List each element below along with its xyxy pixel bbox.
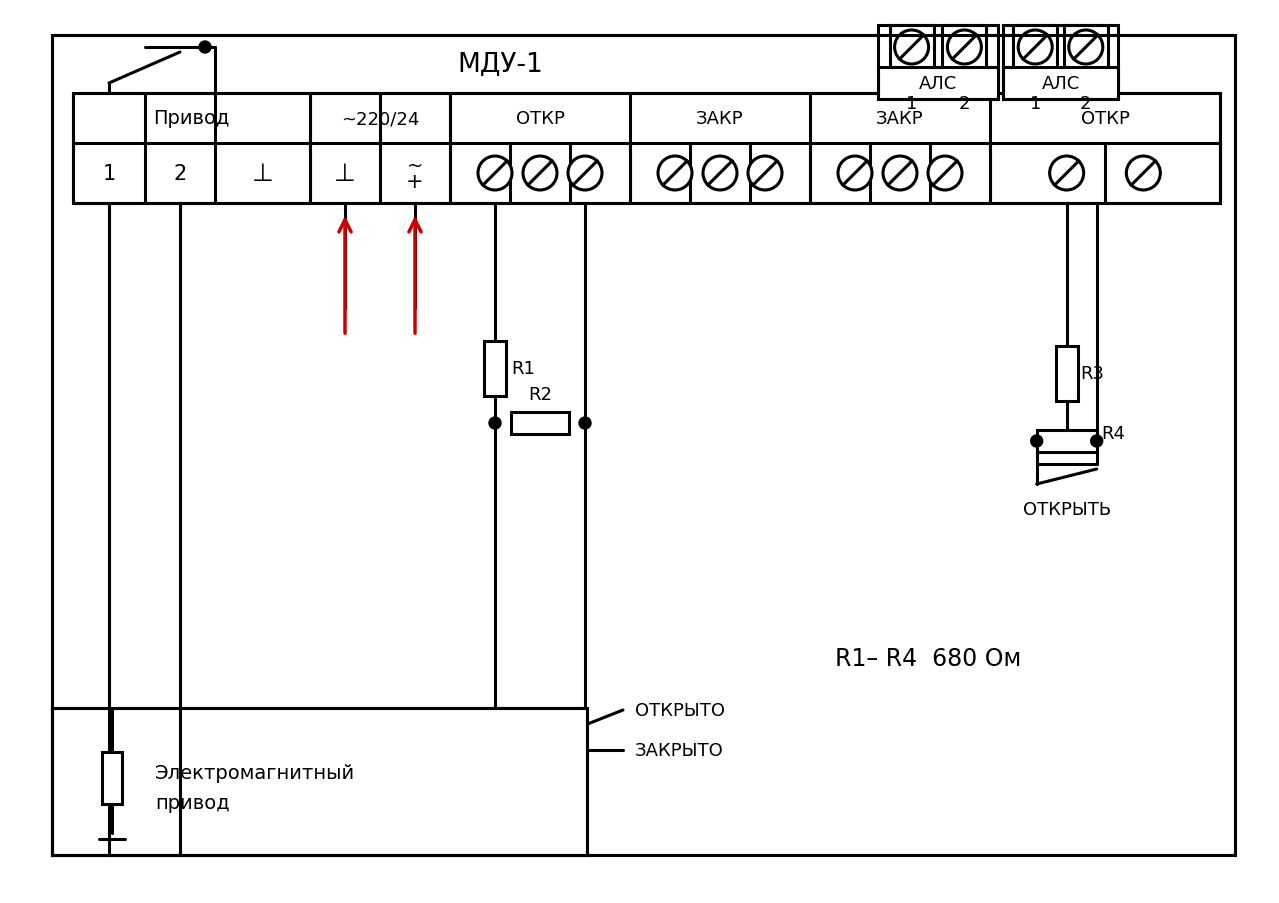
Text: ~220/24: ~220/24 — [340, 110, 420, 128]
Text: 2: 2 — [959, 95, 971, 113]
Circle shape — [523, 157, 556, 191]
Bar — [877, 68, 998, 100]
Text: ЗАКР: ЗАКР — [876, 110, 923, 128]
Text: АЛС: АЛС — [918, 75, 957, 93]
Text: ОТКРЫТО: ОТКРЫТО — [634, 702, 725, 719]
Text: 1: 1 — [1030, 95, 1041, 113]
Text: АЛС: АЛС — [1041, 75, 1079, 93]
Circle shape — [838, 157, 872, 191]
Bar — [1013, 26, 1058, 70]
Text: ЗАКР: ЗАКР — [696, 110, 744, 128]
Text: R4: R4 — [1101, 424, 1126, 442]
Bar — [890, 26, 934, 70]
Bar — [102, 752, 122, 804]
Bar — [483, 341, 506, 396]
Circle shape — [478, 157, 512, 191]
Circle shape — [568, 157, 602, 191]
Text: ⊥: ⊥ — [334, 162, 356, 186]
Text: ОТКР: ОТКР — [1081, 110, 1129, 128]
Circle shape — [894, 31, 929, 65]
Circle shape — [200, 42, 211, 54]
Text: 1: 1 — [102, 163, 115, 184]
Circle shape — [1091, 435, 1102, 448]
Bar — [1003, 68, 1118, 100]
Bar — [1037, 431, 1096, 452]
Text: Привод: Привод — [153, 109, 230, 128]
Text: ОТКРЫТЬ: ОТКРЫТЬ — [1023, 500, 1110, 518]
Text: ⊥: ⊥ — [252, 162, 274, 186]
Text: Электромагнитный: Электромагнитный — [155, 764, 356, 783]
Text: R1– R4  680 Ом: R1– R4 680 Ом — [835, 647, 1021, 670]
Circle shape — [748, 157, 781, 191]
Bar — [877, 26, 998, 100]
Text: +: + — [407, 172, 423, 191]
Circle shape — [579, 417, 591, 430]
Circle shape — [703, 157, 737, 191]
Circle shape — [1018, 31, 1053, 65]
Circle shape — [948, 31, 981, 65]
Text: ЗАКРЫТО: ЗАКРЫТО — [634, 741, 724, 759]
Text: ОТКР: ОТКР — [515, 110, 564, 128]
Circle shape — [1031, 435, 1042, 448]
Circle shape — [1069, 31, 1102, 65]
Circle shape — [929, 157, 962, 191]
Circle shape — [489, 417, 501, 430]
Bar — [943, 26, 986, 70]
Bar — [1064, 26, 1108, 70]
Text: 2: 2 — [1079, 95, 1091, 113]
Bar — [1003, 26, 1118, 100]
Bar — [73, 94, 1220, 204]
Text: привод: привод — [155, 794, 230, 813]
Circle shape — [1127, 157, 1160, 191]
Text: 2: 2 — [174, 163, 187, 184]
Bar — [512, 413, 569, 434]
Circle shape — [883, 157, 917, 191]
Text: 1: 1 — [906, 95, 917, 113]
Bar — [1055, 346, 1078, 401]
Bar — [52, 708, 587, 855]
Circle shape — [1050, 157, 1083, 191]
Text: ~: ~ — [407, 156, 423, 175]
Circle shape — [657, 157, 692, 191]
Text: R2: R2 — [528, 386, 553, 404]
Text: R1: R1 — [512, 359, 535, 377]
Text: R3: R3 — [1081, 365, 1105, 383]
Text: МДУ-1: МДУ-1 — [457, 51, 542, 77]
